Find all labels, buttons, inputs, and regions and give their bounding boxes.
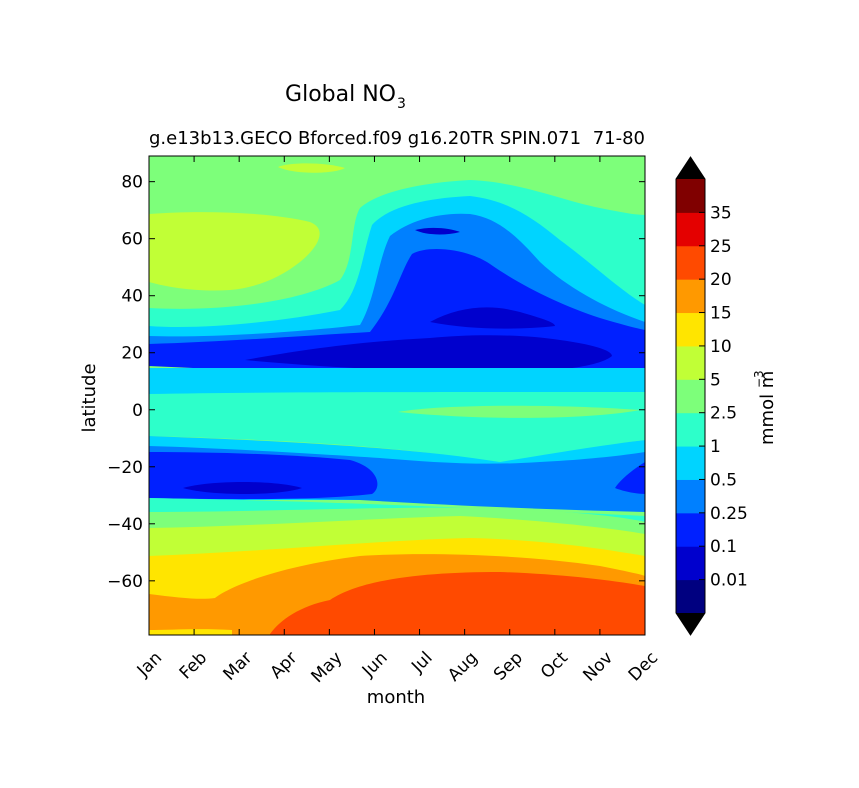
plot-frame <box>148 155 646 636</box>
chart-title-subscript: 3 <box>397 96 406 112</box>
colorbar-tick-label: 35 <box>710 203 732 223</box>
colorbar-tick-label: 0.5 <box>710 470 737 490</box>
contour-region-0p1-0p25-south-east <box>615 462 645 494</box>
contour-region-10-15-bottom <box>149 629 232 635</box>
contour-region-0p5-1-eq-north-edge <box>149 368 645 396</box>
colorbar-segment <box>676 345 705 380</box>
colorbar-segment <box>676 479 705 514</box>
y-tick-label: 80 <box>121 173 143 193</box>
y-tick-label: 60 <box>121 230 143 250</box>
chart-subtitle-right: 71-80 <box>593 128 645 149</box>
contour-region-2p5-5-equator <box>398 405 640 418</box>
colorbar-segment <box>676 179 705 213</box>
contour-field <box>149 156 645 635</box>
colorbar-segment <box>676 279 705 314</box>
y-tick-label: −40 <box>107 515 143 535</box>
y-axis-label: latitude <box>79 363 100 432</box>
contour-region-5-10-nh-west <box>149 212 320 291</box>
colorbar-tick-label: 0.25 <box>710 504 748 524</box>
x-tick-label: Mar <box>220 648 257 685</box>
y-tick-label: 20 <box>121 344 143 364</box>
x-tick-label: Sep <box>490 648 527 685</box>
colorbar-extend-low <box>676 613 705 635</box>
y-tick-label: 40 <box>121 287 143 307</box>
colorbar-label: mmol m −3 <box>752 370 778 445</box>
y-axis: 80 60 40 20 0 −20 −40 −60 <box>107 173 645 592</box>
x-tick-label: Aug <box>444 648 482 686</box>
chart-title: Global NO <box>285 82 396 107</box>
colorbar-segment <box>676 212 705 247</box>
colorbar-label-text: mmol m <box>757 371 778 445</box>
colorbar-tick-label: 2.5 <box>710 404 737 424</box>
colorbar-label-superscript: −3 <box>752 370 766 388</box>
colorbar-tick-label: 5 <box>710 370 721 390</box>
colorbar-tick-label: 20 <box>710 270 732 290</box>
contour-region-5-10-top <box>278 163 345 173</box>
colorbar-segment <box>676 412 705 447</box>
y-tick-label: −20 <box>107 458 143 478</box>
x-tick-label: Jun <box>358 648 392 682</box>
colorbar-tick-label: 1 <box>710 437 721 457</box>
colorbar-segment <box>676 446 705 480</box>
x-tick-label: Jan <box>133 648 166 681</box>
y-tick-label: −60 <box>107 572 143 592</box>
colorbar-outline <box>675 156 706 636</box>
contour-region-0p01-0p1-south <box>183 482 302 494</box>
x-tick-label: Dec <box>625 648 662 685</box>
colorbar-segment <box>676 512 705 547</box>
colorbar-extend-high <box>676 157 705 179</box>
chart-subtitle: g.e13b13.GECO Bforced.f09 g16.20TR SPIN.… <box>149 128 581 149</box>
colorbar-segment <box>676 379 705 414</box>
colorbar-segment <box>676 245 705 280</box>
y-tick-label: 0 <box>132 401 143 421</box>
x-tick-label: Apr <box>266 648 301 683</box>
x-tick-label: Feb <box>176 648 211 683</box>
colorbar-segment <box>676 546 705 581</box>
x-tick-label: Nov <box>579 648 617 686</box>
colorbar-tick-label: 10 <box>710 337 732 357</box>
colorbar-tick-label: 0.1 <box>710 537 737 557</box>
colorbar: 0.01 0.1 0.25 0.5 1 2.5 5 10 15 20 25 35 <box>675 156 748 636</box>
colorbar-tick-label: 25 <box>710 237 732 257</box>
x-axis-label: month <box>367 687 425 708</box>
colorbar-segment <box>676 579 705 614</box>
contour-region-0p01-0p1-core <box>245 335 612 372</box>
colorbar-segment <box>676 312 705 347</box>
colorbar-tick-label: 0.01 <box>710 571 748 591</box>
colorbar-tick-label: 15 <box>710 304 732 324</box>
contour-region-20-25-south <box>270 572 645 635</box>
contour-region-0p01-0p1-small <box>415 227 460 235</box>
x-tick-label: Jul <box>407 648 436 677</box>
x-tick-label: Oct <box>537 648 572 683</box>
contour-region-0p01-0p1-upper <box>430 307 555 329</box>
x-tick-label: May <box>308 648 347 687</box>
